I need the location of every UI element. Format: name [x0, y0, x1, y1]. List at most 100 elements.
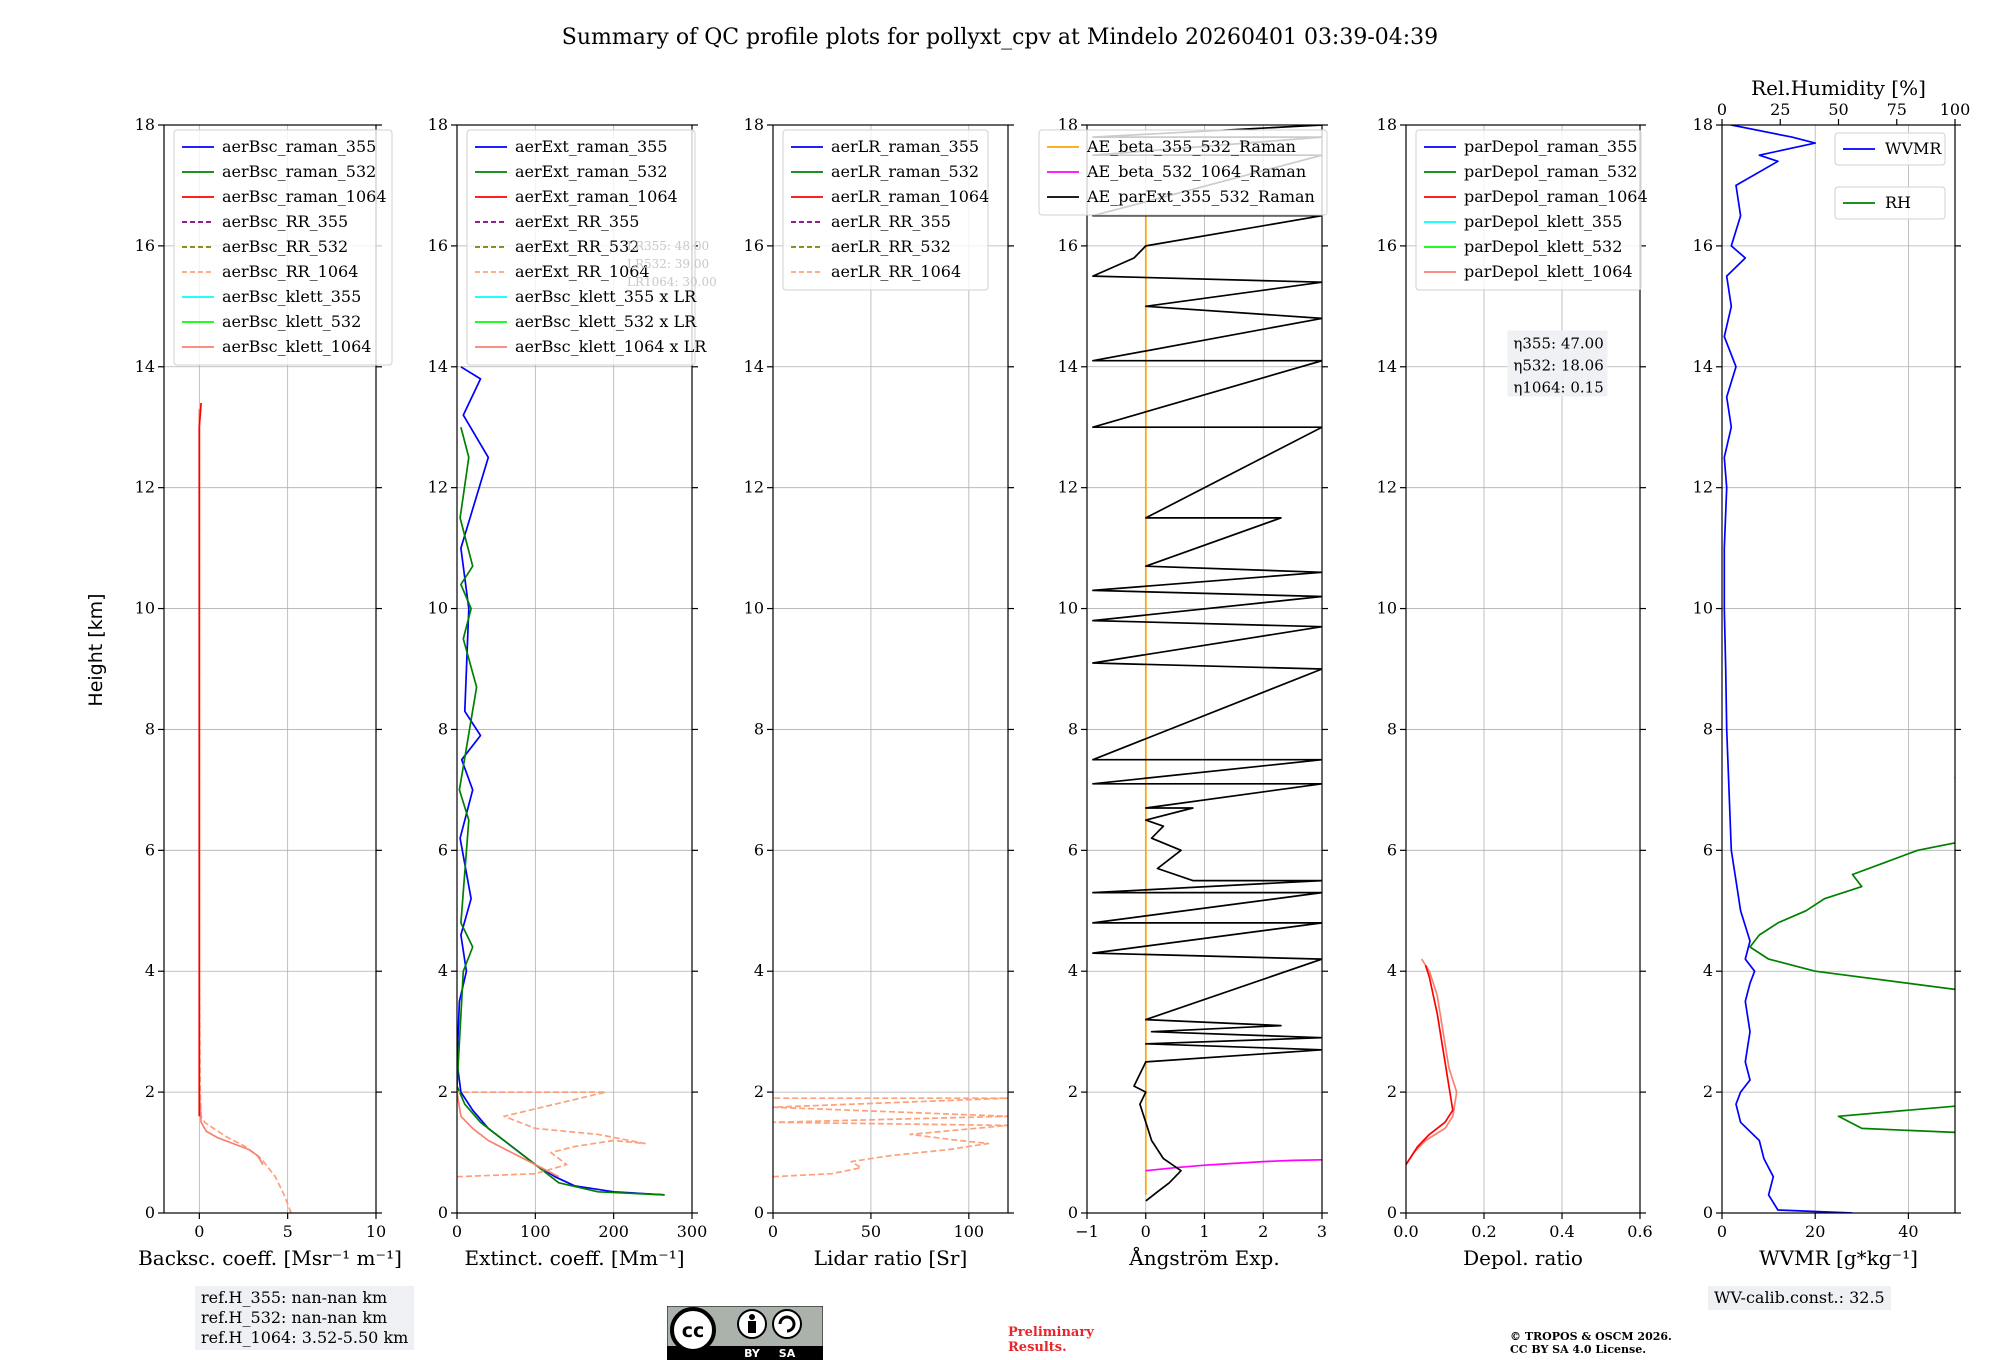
y-tick-label: 0 — [145, 1203, 155, 1222]
reference-height-355: ref.H_355: nan-nan km — [201, 1288, 388, 1307]
series-group — [198, 402, 292, 1213]
legend-label-parDepol_raman_1064: parDepol_raman_1064 — [1464, 187, 1648, 206]
panel-lidar_ratio: 0 2 4 6 8 10 12 14 16 18 0 50 100 Lidar ratio [Sr] aer… — [744, 115, 1014, 1270]
wv-calibration-constant: WV-calib.const.: 32.5 — [1714, 1288, 1885, 1307]
x-tick-label: 100 — [954, 1222, 985, 1241]
panel-extinction: 0 2 4 6 8 10 12 14 16 18 0 100 200 300 Extinct. coeff.… — [428, 115, 717, 1270]
legend-label-aerExt_RR_532: aerExt_RR_532 — [515, 237, 639, 256]
series-line-aerExt_raman_532 — [457, 426, 665, 1196]
legend: parDepol_raman_355 parDepol_raman_532 parD… — [1415, 129, 1648, 291]
x-tick-label: 200 — [598, 1222, 629, 1241]
eta-note: η355: 47.00 — [1513, 335, 1603, 353]
y-tick-label: 6 — [1387, 840, 1397, 859]
y-tick-label: 18 — [428, 115, 448, 134]
x-top-tick-label: 25 — [1770, 100, 1790, 119]
legend-frame — [1834, 186, 1946, 220]
legend-label-aerExt_raman_355: aerExt_raman_355 — [515, 137, 668, 156]
series-line-WVMR — [1723, 125, 1853, 1213]
y-tick-label: 8 — [1703, 719, 1713, 738]
y-tick-label: 12 — [744, 478, 764, 497]
x-tick-label: 50 — [861, 1222, 881, 1241]
series-group — [1092, 125, 1322, 1202]
legend-label-AE_parExt_355_532_Raman: AE_parExt_355_532_Raman — [1086, 187, 1315, 206]
legend: WVMR RH — [1834, 132, 1946, 220]
y-tick-label: 10 — [135, 599, 155, 618]
x-tick-label: 2 — [1258, 1222, 1268, 1241]
axes-frame — [163, 124, 377, 1214]
y-tick-label: 18 — [135, 115, 155, 134]
y-tick-label: 2 — [1068, 1082, 1078, 1101]
y-tick-label: 10 — [1058, 599, 1078, 618]
series-line-aerLR_RR_1064 — [773, 1097, 1008, 1178]
y-tick-label: 6 — [754, 840, 764, 859]
y-tick-label: 12 — [1377, 478, 1397, 497]
legend-label-RH: RH — [1885, 193, 1911, 212]
x-top-tick-label: 75 — [1887, 100, 1907, 119]
y-tick-label: 16 — [1693, 236, 1713, 255]
legend-label-aerBsc_klett_532 x LR: aerBsc_klett_532 x LR — [515, 312, 697, 331]
y-tick-label: 10 — [744, 599, 764, 618]
lr-note: LR1064: 30.00 — [627, 275, 717, 289]
series-line-aerBsc_klett_1064 — [198, 409, 264, 1166]
x-tick-label: 0.0 — [1393, 1222, 1418, 1241]
legend-label-AE_beta_532_1064_Raman: AE_beta_532_1064_Raman — [1086, 162, 1306, 181]
y-tick-label: 18 — [744, 115, 764, 134]
x-tick-label: 0 — [768, 1222, 778, 1241]
x-tick-label: 0 — [452, 1222, 462, 1241]
legend-label-aerLR_RR_355: aerLR_RR_355 — [831, 212, 951, 231]
legend-label-WVMR: WVMR — [1885, 139, 1942, 158]
eta-note: η532: 18.06 — [1513, 357, 1603, 375]
x-tick-label: 40 — [1898, 1222, 1918, 1241]
y-tick-label: 12 — [1058, 478, 1078, 497]
y-tick-label: 4 — [1703, 961, 1713, 980]
series-line-parDepol_klett_1064 — [1406, 958, 1458, 1166]
axes-frame — [1405, 124, 1641, 1214]
x-tick-label: 0 — [1717, 1222, 1727, 1241]
legend-label-aerBsc_RR_532: aerBsc_RR_532 — [222, 237, 348, 256]
series-line-RH — [1749, 776, 1955, 1134]
legend-label-aerBsc_klett_355 x LR: aerBsc_klett_355 x LR — [515, 287, 697, 306]
series-line-AE_beta_532_1064_Raman — [1145, 1158, 1322, 1172]
legend-label-aerBsc_klett_1064 x LR: aerBsc_klett_1064 x LR — [515, 337, 707, 356]
y-tick-label: 10 — [1693, 599, 1713, 618]
figure-title: Summary of QC profile plots for pollyxt_… — [562, 25, 1438, 50]
legend-frame — [1038, 129, 1328, 216]
figure-canvas: Summary of QC profile plots for pollyxt_… — [85, 25, 1971, 1270]
legend: aerExt_raman_355 aerExt_raman_532 aerExt_r… — [466, 129, 707, 366]
legend-label-aerLR_raman_355: aerLR_raman_355 — [831, 137, 979, 156]
y-tick-label: 6 — [438, 840, 448, 859]
x-tick-label: 10 — [366, 1222, 386, 1241]
y-tick-label: 4 — [1068, 961, 1078, 980]
y-tick-label: 14 — [744, 357, 764, 376]
cc-logo-text: cc — [682, 1320, 705, 1342]
legend: aerLR_raman_355 aerLR_raman_532 aerLR_rama… — [782, 129, 989, 291]
copyright-line-1: © TROPOS & OSCM 2026. — [1510, 1330, 1672, 1343]
y-tick-label: 4 — [1387, 961, 1397, 980]
panel-depol: 0 2 4 6 8 10 12 14 16 18 0.0 0.2 0.4 0.6 Depol. ratio p… — [1377, 115, 1653, 1270]
legend-frame — [1834, 132, 1946, 166]
x-tick-label: 300 — [677, 1222, 708, 1241]
x-axis-label: Extinct. coeff. [Mm⁻¹] — [464, 1246, 684, 1270]
y-tick-label: 16 — [744, 236, 764, 255]
y-tick-label: 8 — [145, 719, 155, 738]
legend: AE_beta_355_532_Raman AE_beta_532_1064_Ra… — [1038, 129, 1328, 216]
legend-label-aerBsc_RR_355: aerBsc_RR_355 — [222, 212, 348, 231]
y-tick-label: 8 — [754, 719, 764, 738]
legend-label-parDepol_klett_532: parDepol_klett_532 — [1464, 237, 1622, 256]
series-line-parDepol_raman_1064 — [1406, 964, 1454, 1166]
y-tick-label: 2 — [438, 1082, 448, 1101]
y-tick-label: 10 — [428, 599, 448, 618]
axes-frame — [456, 124, 693, 1214]
y-tick-label: 12 — [428, 478, 448, 497]
copyright-line-2: CC BY SA 4.0 License. — [1510, 1343, 1647, 1356]
y-tick-label: 0 — [1703, 1203, 1713, 1222]
y-tick-label: 8 — [1387, 719, 1397, 738]
reference-height-1064: ref.H_1064: 3.52-5.50 km — [201, 1328, 409, 1347]
legend-label-aerLR_raman_532: aerLR_raman_532 — [831, 162, 979, 181]
x-tick-label: 0 — [194, 1222, 204, 1241]
x-top-tick-label: 0 — [1717, 100, 1727, 119]
y-tick-label: 14 — [1377, 357, 1397, 376]
y-tick-label: 0 — [754, 1203, 764, 1222]
legend-label-aerBsc_klett_1064: aerBsc_klett_1064 — [222, 337, 371, 356]
